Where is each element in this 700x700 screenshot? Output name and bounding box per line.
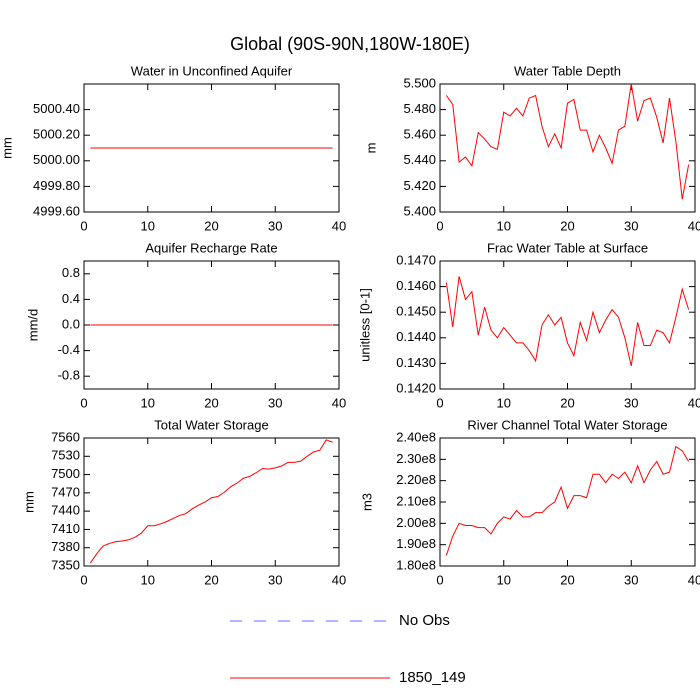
y-tick-label: 4999.80 [33,178,80,193]
data-line [445,445,690,556]
y-tick-label: 0.1430 [396,355,436,370]
x-tick-label: 0 [436,395,443,410]
plot-frame [83,437,340,567]
legend-label: 1850_149 [399,669,466,686]
y-tick-label: 5000.20 [33,127,80,142]
y-tick-label: 4999.60 [33,203,80,218]
legend-label: No Obs [399,612,450,629]
y-axis-label: unitless [0-1] [357,288,372,362]
x-tick-label: 20 [204,572,218,587]
y-tick-label: 7380 [51,539,80,554]
data-line [445,83,690,200]
y-tick-label: 1.90e8 [396,536,436,551]
y-tick-label: 7470 [51,484,80,499]
x-tick-label: 10 [497,395,511,410]
y-axis-label: mm [0,137,14,159]
y-tick-label: 7350 [51,557,80,572]
x-tick-label: 0 [436,572,443,587]
panel-title: Water in Unconfined Aquifer [131,63,293,78]
y-tick-label: 7530 [51,448,80,463]
x-tick-label: 40 [332,395,346,410]
y-tick-label: 0.4 [62,291,80,306]
panel-title: Total Water Storage [154,417,268,432]
y-tick-label: 5.420 [403,178,436,193]
y-tick-label: 0.1460 [396,278,436,293]
y-tick-label: 2.00e8 [396,515,436,530]
panel-title: Frac Water Table at Surface [487,240,648,255]
y-tick-label: 2.30e8 [396,451,436,466]
y-tick-label: 5.460 [403,127,436,142]
y-axis-label: mm [21,491,36,513]
x-tick-label: 20 [204,395,218,410]
y-axis-label: mm/d [25,309,40,342]
y-tick-label: 5000.00 [33,152,80,167]
panel-title: Aquifer Recharge Rate [145,240,277,255]
y-tick-label: 0.8 [62,265,80,280]
x-tick-label: 40 [688,395,700,410]
x-tick-label: 30 [624,218,638,233]
y-tick-label: 1.80e8 [396,557,436,572]
x-tick-label: 30 [624,572,638,587]
y-tick-label: 0.0 [62,316,80,331]
y-tick-label: 5.440 [403,152,436,167]
y-axis-label: m3 [359,493,374,511]
x-tick-label: 30 [624,395,638,410]
x-tick-label: 0 [80,395,87,410]
x-tick-label: 10 [497,572,511,587]
y-tick-label: 5.480 [403,101,436,116]
y-tick-label: -0.4 [58,342,80,357]
data-line [445,276,690,367]
y-tick-label: 7500 [51,466,80,481]
x-tick-label: 40 [688,218,700,233]
y-tick-label: 0.1470 [396,252,436,267]
x-tick-label: 40 [688,572,700,587]
y-tick-label: 2.10e8 [396,493,436,508]
y-axis-label: m [363,143,378,154]
x-tick-label: 10 [497,218,511,233]
plot-frame [439,260,696,390]
y-tick-label: 5.400 [403,203,436,218]
x-tick-label: 20 [560,572,574,587]
x-tick-label: 10 [141,218,155,233]
y-tick-label: 0.1450 [396,304,436,319]
panel-title: Water Table Depth [514,63,621,78]
y-tick-label: 0.1420 [396,380,436,395]
panel-title: River Channel Total Water Storage [467,417,667,432]
x-tick-label: 10 [141,395,155,410]
x-tick-label: 30 [268,218,282,233]
plot-frame [439,437,696,567]
y-tick-label: 5000.40 [33,101,80,116]
y-tick-label: 7410 [51,521,80,536]
x-tick-label: 0 [80,572,87,587]
x-tick-label: 30 [268,572,282,587]
data-line [89,439,333,564]
y-tick-label: 2.40e8 [396,429,436,444]
y-tick-label: 0.1440 [396,329,436,344]
y-tick-label: 5.500 [403,75,436,90]
x-tick-label: 30 [268,395,282,410]
x-tick-label: 40 [332,218,346,233]
x-tick-label: 10 [141,572,155,587]
figure-title: Global (90S-90N,180W-180E) [230,34,470,54]
x-tick-label: 20 [560,395,574,410]
x-tick-label: 0 [80,218,87,233]
y-tick-label: 7560 [51,429,80,444]
y-tick-label: -0.8 [58,368,80,383]
x-tick-label: 20 [204,218,218,233]
x-tick-label: 0 [436,218,443,233]
x-tick-label: 40 [332,572,346,587]
y-tick-label: 2.20e8 [396,472,436,487]
x-tick-label: 20 [560,218,574,233]
y-tick-label: 7440 [51,503,80,518]
